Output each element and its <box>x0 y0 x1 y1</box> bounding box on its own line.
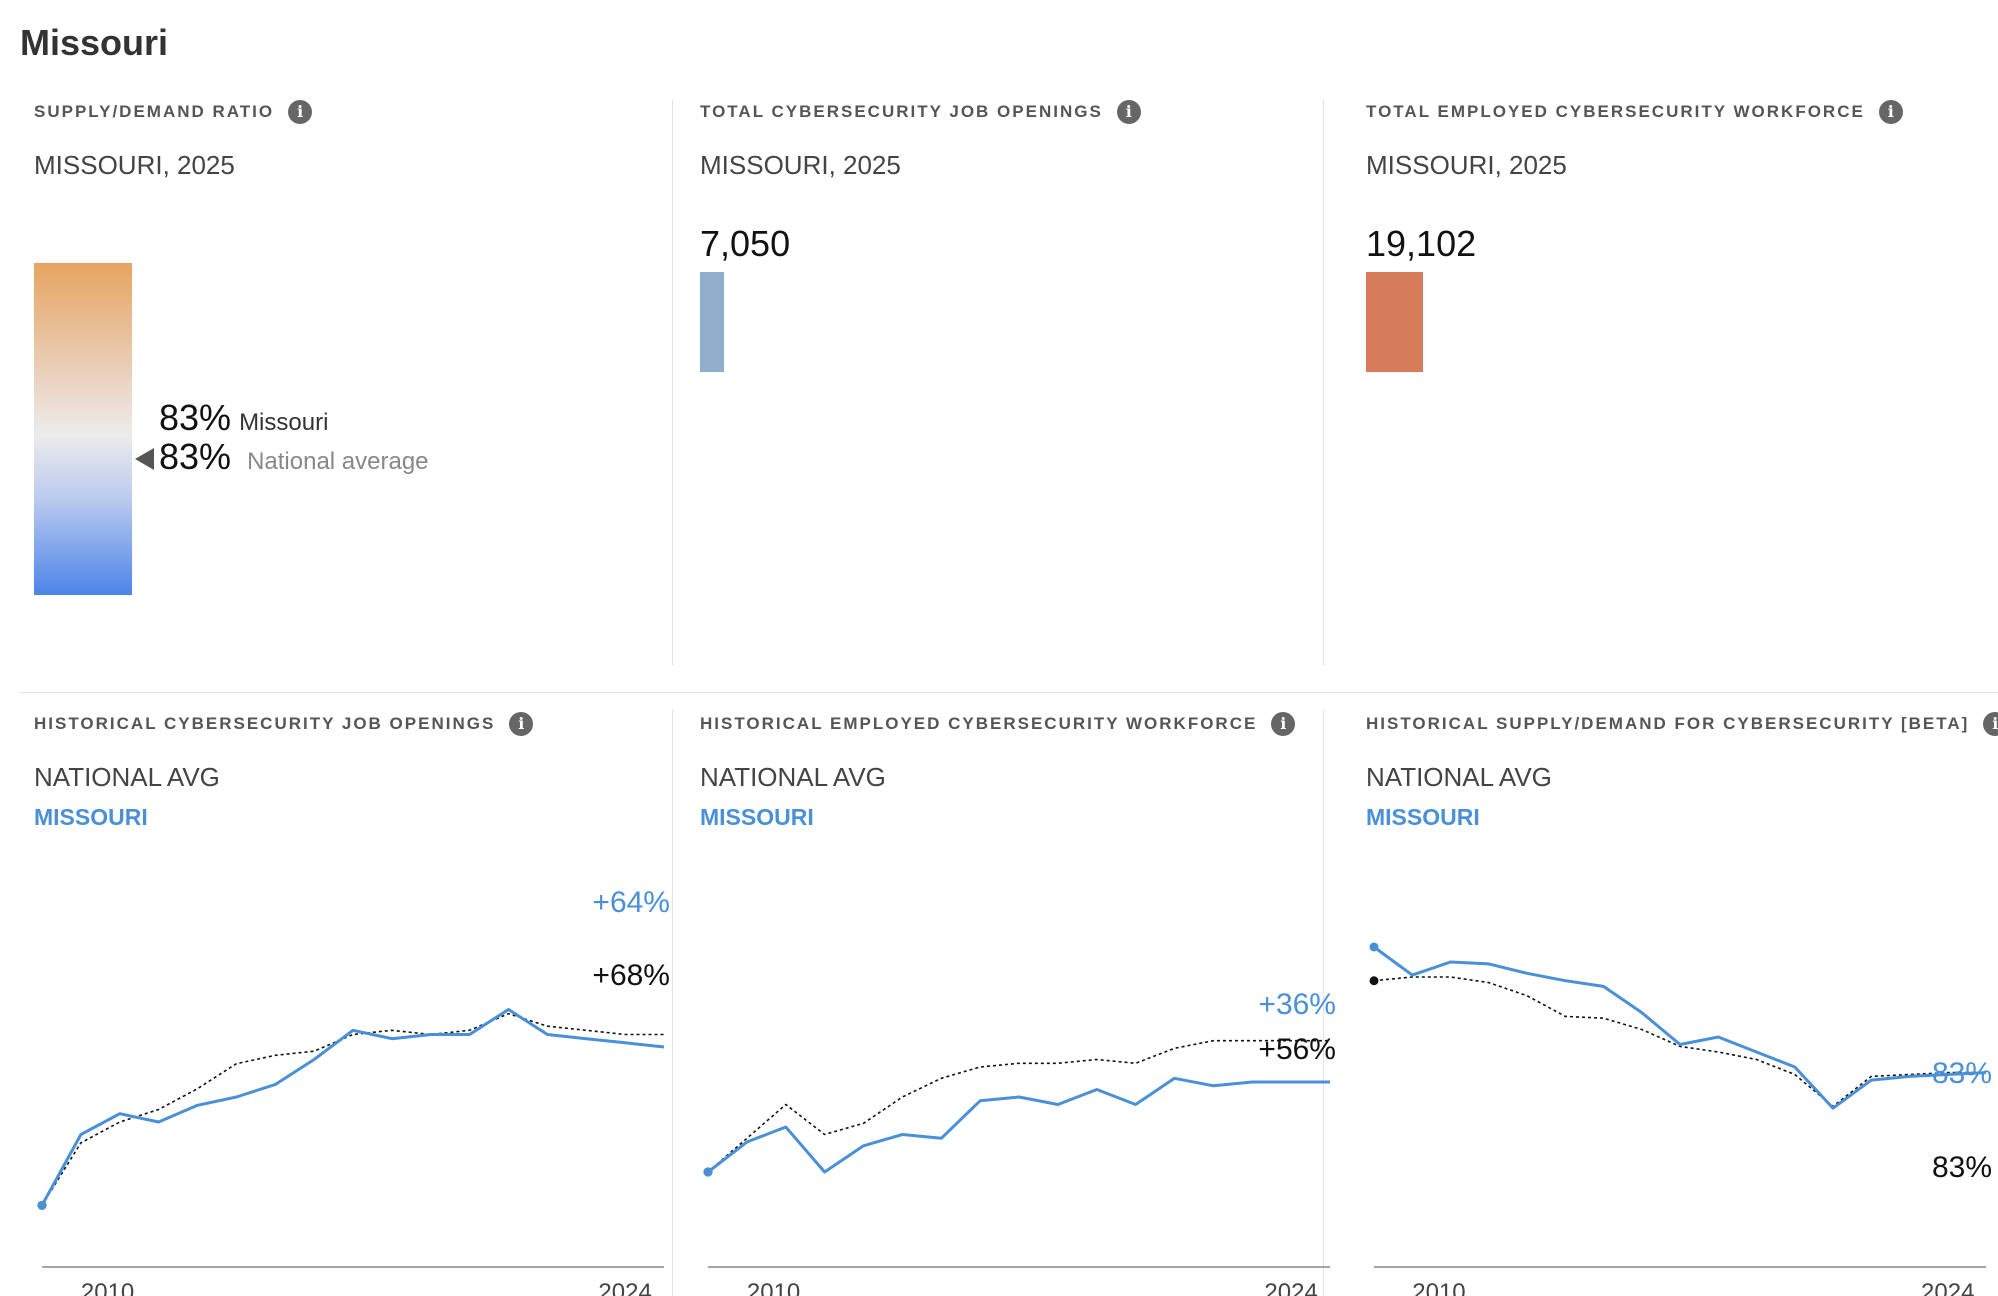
historical-supply-demand-chart: 2010 2024 83% 83% <box>1369 942 1992 1296</box>
state-series-end-label: 83% <box>1932 1057 1992 1090</box>
x-tick-label: 2010 <box>1412 1279 1465 1296</box>
national-series-line <box>707 1039 1330 1173</box>
info-icon[interactable]: i <box>1116 100 1141 124</box>
national-series-line <box>1373 976 1986 1108</box>
historical-job-openings-chart: 2010 2024 +68% +64% <box>37 886 670 1296</box>
national-ratio-value: 83% <box>159 436 232 477</box>
workforce-bar <box>1366 272 1423 372</box>
panel-header: HISTORICAL SUPPLY/DEMAND FOR CYBERSECURI… <box>1366 712 1998 736</box>
legend-state: MISSOURI <box>700 804 814 830</box>
x-tick-label: 2024 <box>1264 1279 1317 1296</box>
job-openings-value: 7,050 <box>700 223 791 264</box>
panel-title: HISTORICAL CYBERSECURITY JOB OPENINGS <box>34 714 496 733</box>
national-series-start-point <box>1369 976 1379 986</box>
national-series-end-label: 83% <box>1932 1151 1992 1184</box>
column-divider <box>1323 100 1324 665</box>
panel-header: HISTORICAL CYBERSECURITY JOB OPENINGS i <box>34 712 534 736</box>
panel-subtitle: MISSOURI, 2025 <box>1366 150 1567 180</box>
panel-subtitle: MISSOURI, 2025 <box>34 150 235 180</box>
ratio-gradient-bar <box>34 263 132 595</box>
supply-demand-ratio-panel: SUPPLY/DEMAND RATIO i MISSOURI, 2025 83%… <box>34 100 674 660</box>
panel-title: TOTAL EMPLOYED CYBERSECURITY WORKFORCE <box>1366 102 1865 121</box>
national-series-line <box>41 1012 664 1206</box>
legend-national: NATIONAL AVG <box>34 762 220 792</box>
workforce-value: 19,102 <box>1366 223 1477 264</box>
legend-state: MISSOURI <box>1366 804 1480 830</box>
panel-header: HISTORICAL EMPLOYED CYBERSECURITY WORKFO… <box>700 712 1296 736</box>
panel-header: TOTAL EMPLOYED CYBERSECURITY WORKFORCE i <box>1366 100 1903 124</box>
info-icon[interactable]: i <box>288 100 313 124</box>
info-icon[interactable]: i <box>509 712 534 736</box>
info-icon[interactable]: i <box>1878 100 1903 124</box>
column-divider <box>672 710 673 1296</box>
page-title: Missouri <box>20 22 169 63</box>
state-ratio-label: Missouri <box>239 409 329 436</box>
national-series-end-label: +68% <box>592 959 670 992</box>
state-ratio-value: 83% <box>159 397 232 438</box>
x-tick-label: 2024 <box>1921 1279 1974 1296</box>
historical-job-openings-panel: HISTORICAL CYBERSECURITY JOB OPENINGS i … <box>34 712 674 1296</box>
historical-workforce-chart: 2010 2024 +56% +36% <box>703 988 1336 1296</box>
panel-title: SUPPLY/DEMAND RATIO <box>34 102 275 121</box>
column-divider <box>1323 710 1324 1296</box>
state-series-start-point <box>1369 942 1379 952</box>
panel-subtitle: MISSOURI, 2025 <box>700 150 901 180</box>
historical-workforce-panel: HISTORICAL EMPLOYED CYBERSECURITY WORKFO… <box>700 712 1340 1296</box>
state-ratio-row: 83% Missouri <box>159 397 328 439</box>
panel-header: TOTAL CYBERSECURITY JOB OPENINGS i <box>700 100 1141 124</box>
job-openings-bar <box>700 272 724 372</box>
state-series-line <box>707 1076 1330 1174</box>
info-icon[interactable]: i <box>1271 712 1296 736</box>
state-series-start-point <box>703 1167 713 1177</box>
state-series-end-label: +64% <box>592 886 670 919</box>
legend-national: NATIONAL AVG <box>700 762 886 792</box>
state-series-start-point <box>37 1200 47 1210</box>
panel-title: HISTORICAL EMPLOYED CYBERSECURITY WORKFO… <box>700 714 1258 733</box>
national-average-marker-icon <box>135 448 154 470</box>
panel-title: HISTORICAL SUPPLY/DEMAND FOR CYBERSECURI… <box>1366 714 1970 733</box>
panel-title: TOTAL CYBERSECURITY JOB OPENINGS <box>700 102 1103 121</box>
x-tick-label: 2010 <box>81 1279 134 1296</box>
historical-supply-demand-panel: HISTORICAL SUPPLY/DEMAND FOR CYBERSECURI… <box>1366 712 1998 1296</box>
column-divider <box>672 100 673 665</box>
legend-national: NATIONAL AVG <box>1366 762 1552 792</box>
x-tick-label: 2024 <box>598 1279 651 1296</box>
state-series-line <box>1373 945 1987 1110</box>
national-ratio-label: National average <box>247 448 429 475</box>
legend-state: MISSOURI <box>34 804 148 830</box>
x-tick-label: 2010 <box>747 1279 800 1296</box>
national-series-end-label: +56% <box>1258 1033 1336 1066</box>
row-divider <box>20 692 1998 693</box>
job-openings-panel: TOTAL CYBERSECURITY JOB OPENINGS i MISSO… <box>700 100 1340 660</box>
state-series-line <box>40 1008 665 1207</box>
panel-header: SUPPLY/DEMAND RATIO i <box>34 100 313 124</box>
national-ratio-row: 83% National average <box>159 436 429 478</box>
state-series-end-label: +36% <box>1258 988 1336 1021</box>
employed-workforce-panel: TOTAL EMPLOYED CYBERSECURITY WORKFORCE i… <box>1366 100 1998 660</box>
info-icon[interactable]: i <box>1983 712 1998 736</box>
